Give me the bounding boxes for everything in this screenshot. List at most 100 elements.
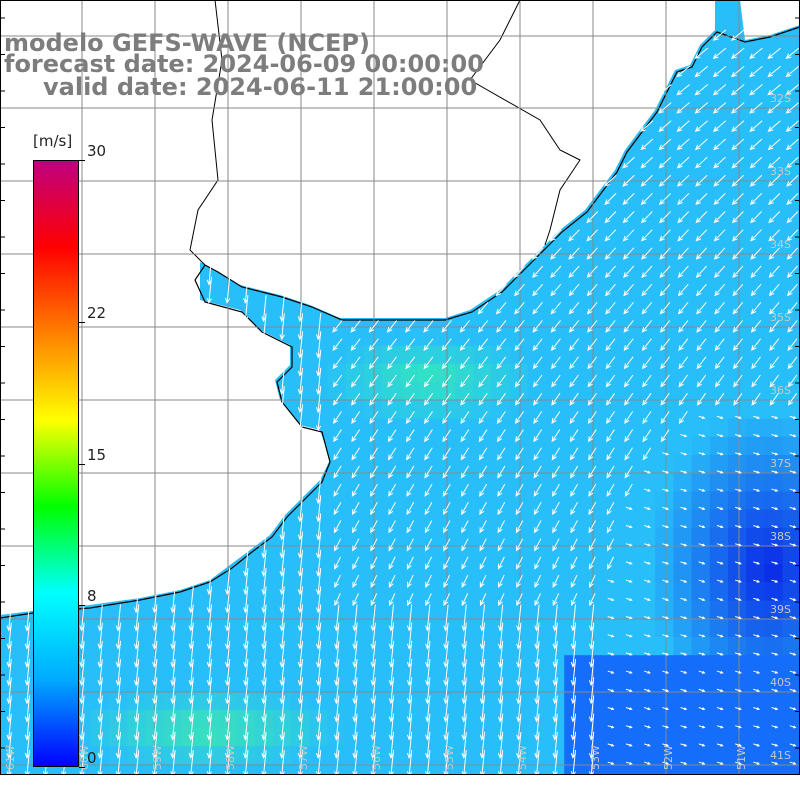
wind-arrow — [623, 302, 634, 315]
wind-arrow — [607, 706, 615, 711]
wind-arrow-head — [774, 652, 779, 656]
wind-arrow — [789, 470, 797, 474]
wind-arrow — [695, 174, 708, 187]
wind-arrow — [768, 247, 780, 260]
field-cell — [637, 728, 656, 747]
wind-arrow — [516, 574, 523, 588]
wind-arrow-head — [647, 616, 651, 620]
field-cell — [491, 309, 511, 329]
wind-arrow-head — [787, 345, 793, 352]
wind-arrow-head — [774, 470, 779, 474]
wind-arrow-shaft — [117, 677, 121, 704]
wind-arrow-head — [370, 545, 376, 552]
field-cell — [473, 546, 492, 565]
wind-arrow — [370, 593, 378, 607]
wind-arrow-shaft — [153, 640, 158, 667]
wind-arrow-head — [532, 363, 539, 370]
wind-arrow — [552, 520, 560, 534]
wind-arrow-shaft — [787, 356, 798, 369]
wind-arrow-shaft — [442, 411, 452, 424]
wind-arrow — [606, 502, 615, 516]
wind-arrow — [713, 138, 726, 151]
wind-arrow-shaft — [299, 604, 303, 631]
wind-arrow — [332, 356, 343, 370]
wind-arrow — [495, 302, 507, 315]
field-cell — [327, 345, 347, 365]
wind-arrow-shaft — [460, 320, 470, 333]
wind-arrow-shaft — [623, 211, 635, 223]
wind-arrow-shaft — [299, 313, 303, 340]
wind-arrow-shaft — [445, 622, 449, 649]
wind-arrow-head — [793, 543, 797, 547]
wind-arrow — [388, 538, 396, 552]
field-cell — [691, 309, 711, 329]
wind-arrow-head — [622, 181, 629, 187]
field-cell — [491, 491, 511, 511]
wind-arrow-head — [750, 235, 756, 242]
wind-arrow — [698, 634, 706, 638]
wind-arrow-head — [696, 326, 702, 333]
wind-arrow-head — [694, 108, 701, 114]
wind-arrow-head — [768, 272, 775, 279]
field-cell — [491, 564, 511, 583]
wind-arrow — [680, 470, 688, 474]
wind-arrow — [787, 320, 798, 333]
wind-arrow-shaft — [424, 465, 433, 478]
field-cell — [655, 491, 674, 511]
wind-arrow — [643, 634, 651, 638]
wind-arrow — [351, 447, 360, 461]
field-cell — [709, 509, 729, 529]
wind-arrow — [698, 415, 706, 419]
field-cell — [637, 182, 656, 201]
wind-arrow-shaft — [332, 356, 343, 369]
wind-arrow-head — [647, 561, 651, 565]
wind-arrow — [771, 725, 779, 729]
wind-arrow-head — [774, 488, 779, 492]
wind-arrow — [768, 265, 780, 279]
field-cell — [618, 455, 638, 474]
wind-arrow — [787, 283, 798, 297]
wind-arrow — [677, 211, 690, 224]
wind-arrow-shaft — [496, 338, 507, 351]
wind-arrow — [716, 415, 724, 419]
field-cell — [709, 109, 729, 128]
wind-arrow — [769, 338, 780, 352]
field-cell — [473, 455, 492, 474]
wind-arrow-shaft — [81, 677, 85, 704]
wind-arrow — [643, 688, 651, 692]
wind-arrow — [625, 543, 633, 547]
wind-arrow-head — [660, 345, 666, 352]
field-cell — [418, 491, 438, 511]
wind-arrow-shaft — [226, 731, 231, 758]
wind-arrow-shaft — [208, 713, 212, 740]
wind-arrow — [532, 283, 544, 297]
wind-arrow-head — [388, 527, 394, 534]
field-cell — [527, 527, 547, 547]
wind-arrow-shaft — [226, 604, 231, 631]
wind-arrow-shaft — [678, 283, 689, 296]
wind-arrow — [514, 374, 525, 388]
wind-arrow-shaft — [369, 338, 379, 351]
field-cell — [455, 564, 474, 583]
wind-arrow — [730, 84, 745, 96]
wind-arrow-head — [702, 434, 706, 438]
wind-arrow — [478, 392, 488, 406]
wind-arrow-head — [785, 108, 792, 114]
wind-arrow-head — [570, 545, 576, 552]
field-cell — [618, 309, 638, 329]
wind-arrow-shaft — [332, 374, 343, 387]
wind-arrow-head — [732, 326, 739, 333]
field-cell — [782, 36, 800, 56]
field-cell — [600, 691, 620, 711]
field-cell — [728, 582, 747, 602]
wind-arrow — [133, 750, 140, 775]
wind-arrow-shaft — [372, 659, 376, 685]
field-cell — [691, 109, 711, 128]
wind-arrow-shaft — [369, 411, 379, 424]
wind-arrow-head — [738, 689, 742, 692]
wind-arrow — [514, 356, 525, 370]
field-cell — [655, 746, 674, 765]
wind-arrow — [551, 465, 560, 479]
wind-arrow-head — [738, 743, 742, 747]
field-cell — [673, 509, 693, 529]
